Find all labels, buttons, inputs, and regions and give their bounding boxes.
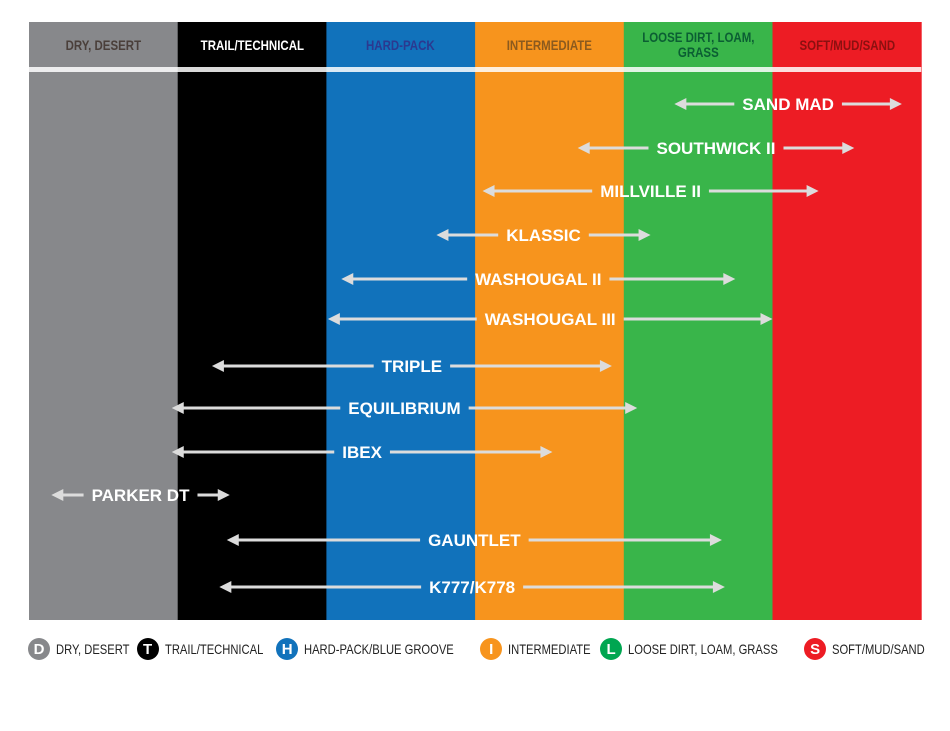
soft-badge-icon: S <box>804 638 827 660</box>
tire-label: WASHOUGAL II <box>475 270 601 289</box>
column-header: DRY, DESERT <box>65 36 142 53</box>
arrow-left-head-icon <box>211 360 224 372</box>
tire-label: EQUILIBRIUM <box>348 399 460 418</box>
legend-item-loose: L LOOSE DIRT, LOAM, GRASS <box>600 638 795 660</box>
tire-range: MILLVILLE II <box>482 182 819 201</box>
arrow-right-head-icon <box>712 581 725 593</box>
tire-label: SOUTHWICK II <box>656 139 775 158</box>
tire-range: K777/K778 <box>219 578 725 597</box>
tire-label: SAND MAD <box>742 95 834 114</box>
tire-range: WASHOUGAL II <box>341 270 736 289</box>
legend-item-trail: T TRAIL/TECHNICAL <box>136 638 268 660</box>
arrow-right-head-icon <box>723 273 736 285</box>
arrow-left-head-icon <box>226 534 239 546</box>
arrow-right-head-icon <box>599 360 612 372</box>
column-header: SOFT/MUD/SAND <box>799 36 895 53</box>
arrow-left-head-icon <box>436 229 449 241</box>
column-band <box>29 22 179 620</box>
tire-range: SOUTHWICK II <box>577 139 855 158</box>
arrow-left-head-icon <box>219 581 232 593</box>
legend-item-intermediate: I INTERMEDIATE <box>480 638 591 660</box>
arrow-right-head-icon <box>842 142 855 154</box>
column-band <box>177 22 327 620</box>
legend-label: LOOSE DIRT, LOAM, GRASS <box>628 641 778 657</box>
column-band <box>623 22 773 620</box>
legend-item-hardpack: H HARD-PACK/BLUE GROOVE <box>276 638 471 660</box>
header-divider <box>29 67 922 72</box>
arrow-right-head-icon <box>709 534 722 546</box>
tire-label: MILLVILLE II <box>600 182 701 201</box>
intermediate-badge-icon: I <box>480 638 503 660</box>
arrow-left-head-icon <box>51 489 64 501</box>
column-band <box>772 22 922 620</box>
column-header: LOOSE DIRT, LOAM, GRASS <box>642 29 755 60</box>
legend-label: SOFT/MUD/SAND <box>832 641 925 657</box>
tire-range: KLASSIC <box>436 226 651 245</box>
arrow-left-head-icon <box>674 98 687 110</box>
legend-item-soft: S SOFT/MUD/SAND <box>804 638 928 660</box>
tire-range: GAUNTLET <box>226 531 722 550</box>
legend-label: DRY, DESERT <box>56 641 130 657</box>
arrow-right-head-icon <box>217 489 230 501</box>
tire-label: GAUNTLET <box>428 531 521 550</box>
tire-range: WASHOUGAL III <box>327 310 773 329</box>
dry-badge-icon: D <box>28 638 50 660</box>
column-band <box>475 22 625 620</box>
legend-label: INTERMEDIATE <box>508 641 591 657</box>
loose-badge-icon: L <box>600 638 623 660</box>
arrow-left-head-icon <box>171 446 184 458</box>
tire-range: EQUILIBRIUM <box>171 399 638 418</box>
legend: D DRY, DESERT T TRAIL/TECHNICAL H HARD-PACK… <box>28 638 928 660</box>
tire-range: TRIPLE <box>211 357 612 376</box>
tire-label: IBEX <box>342 443 382 462</box>
tire-label: TRIPLE <box>382 357 442 376</box>
arrow-left-head-icon <box>482 185 495 197</box>
arrow-right-head-icon <box>760 313 773 325</box>
hardpack-badge-icon: H <box>276 638 299 660</box>
tire-label: K777/K778 <box>429 578 515 597</box>
column-band <box>326 22 476 620</box>
arrow-right-head-icon <box>625 402 638 414</box>
arrow-right-head-icon <box>540 446 553 458</box>
tire-label: KLASSIC <box>506 226 581 245</box>
arrow-left-head-icon <box>577 142 590 154</box>
tire-label: PARKER DT <box>92 486 191 505</box>
arrow-left-head-icon <box>327 313 340 325</box>
arrow-left-head-icon <box>341 273 354 285</box>
arrow-left-head-icon <box>171 402 184 414</box>
tire-range: IBEX <box>171 443 553 462</box>
trail-badge-icon: T <box>136 638 159 660</box>
column-header: HARD-PACK <box>366 36 436 53</box>
legend-label: TRAIL/TECHNICAL <box>164 641 263 657</box>
column-header: INTERMEDIATE <box>506 36 593 53</box>
legend-label: HARD-PACK/BLUE GROOVE <box>304 641 455 657</box>
tire-label: WASHOUGAL III <box>485 310 616 329</box>
arrow-right-head-icon <box>806 185 819 197</box>
tire-range: PARKER DT <box>51 486 230 505</box>
legend-item-dry: D DRY, DESERT <box>28 638 130 660</box>
arrow-right-head-icon <box>638 229 651 241</box>
column-header: TRAIL/TECHNICAL <box>200 36 304 53</box>
tire-range: SAND MAD <box>674 95 902 114</box>
arrow-right-head-icon <box>889 98 902 110</box>
